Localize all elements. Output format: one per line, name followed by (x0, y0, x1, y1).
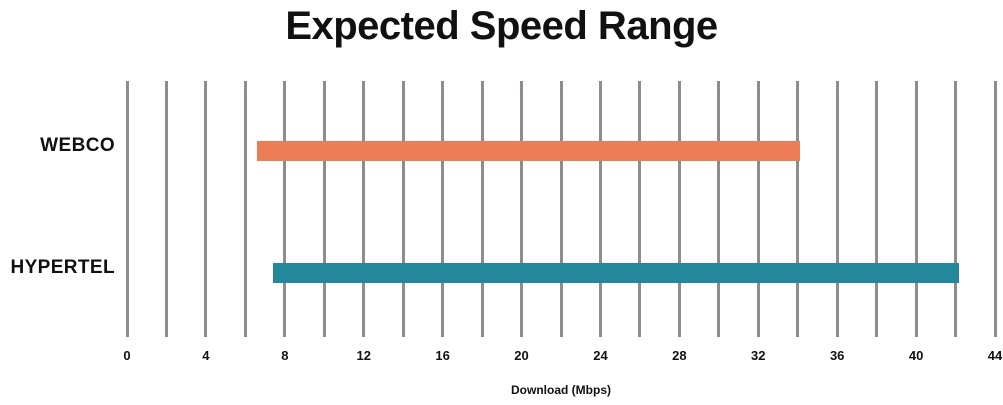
gridline (835, 81, 839, 337)
gridline (993, 81, 997, 337)
x-tick-label: 4 (202, 348, 210, 363)
x-tick-label: 28 (672, 348, 687, 363)
x-tick-label: 36 (829, 348, 845, 363)
x-tick-label: 0 (123, 348, 131, 363)
gridline (796, 81, 800, 337)
gridline (954, 81, 958, 337)
x-tick-label: 40 (908, 348, 924, 363)
x-tick-label: 8 (281, 348, 289, 363)
range-bar-hypertel[interactable] (272, 263, 960, 283)
x-tick-label: 12 (356, 348, 371, 363)
gridline (717, 81, 721, 337)
gridline (204, 81, 208, 337)
category-label-webco: WEBCO (40, 135, 115, 156)
gridline (559, 81, 563, 337)
gridline (322, 81, 326, 337)
gridline (638, 81, 642, 337)
gridline (914, 81, 918, 337)
gridline (875, 81, 879, 337)
x-tick-label: 20 (514, 348, 529, 363)
gridline (125, 81, 129, 337)
gridline (480, 81, 484, 337)
gridline (243, 81, 247, 337)
x-tick-label: 16 (435, 348, 450, 363)
x-axis-title: Download (Mbps) (511, 383, 611, 397)
category-label-hypertel: HYPERTEL (10, 257, 115, 278)
gridline (520, 81, 524, 337)
plot-area (125, 81, 997, 337)
gridline (401, 81, 405, 337)
x-tick-label: 32 (751, 348, 766, 363)
gridline (362, 81, 366, 337)
gridline (756, 81, 760, 337)
gridline (677, 81, 681, 337)
x-tick-label: 44 (987, 348, 1003, 363)
gridline (164, 81, 168, 337)
gridline (283, 81, 287, 337)
gridline (598, 81, 602, 337)
gridline (441, 81, 445, 337)
range-bar-webco[interactable] (257, 141, 800, 161)
x-tick-label: 24 (593, 348, 608, 363)
chart-title: Expected Speed Range (285, 4, 718, 48)
